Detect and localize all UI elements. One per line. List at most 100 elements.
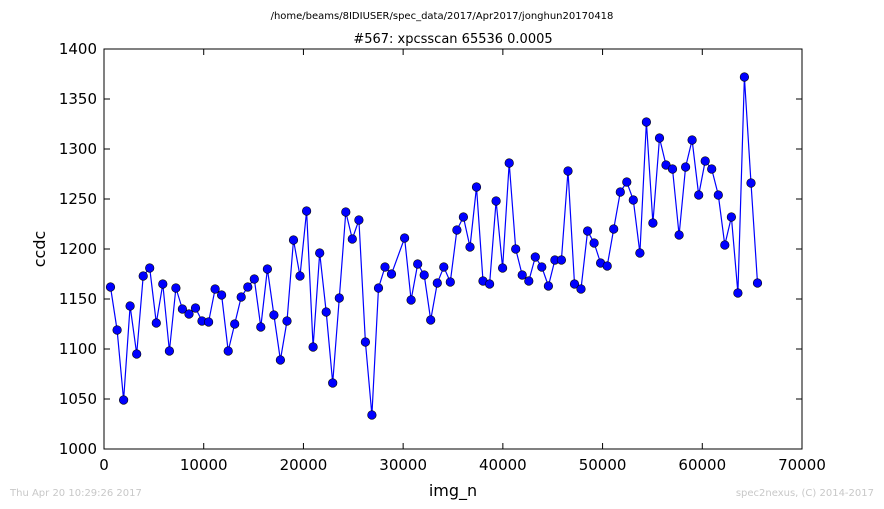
data-point xyxy=(609,224,619,234)
data-point xyxy=(308,342,318,352)
data-point xyxy=(328,378,338,388)
data-point xyxy=(288,235,299,245)
data-point xyxy=(204,317,214,327)
data-point xyxy=(360,337,371,347)
data-point xyxy=(275,355,286,365)
data-point xyxy=(517,270,527,280)
y-tick-label: 1050 xyxy=(59,390,97,408)
data-point xyxy=(262,264,273,274)
data-point xyxy=(635,248,645,258)
x-tick-label: 0 xyxy=(99,456,109,474)
x-tick-label: 20000 xyxy=(280,456,328,474)
data-point xyxy=(184,309,194,319)
data-point xyxy=(413,259,423,269)
data-point xyxy=(118,395,129,405)
data-point xyxy=(726,212,737,222)
data-point xyxy=(641,117,652,127)
data-point xyxy=(249,274,259,284)
data-point xyxy=(380,262,390,272)
data-point xyxy=(315,248,325,258)
data-point xyxy=(465,242,475,252)
data-point xyxy=(556,255,567,265)
data-point xyxy=(739,72,750,82)
data-point xyxy=(302,206,312,216)
data-point xyxy=(694,190,704,200)
data-point xyxy=(145,263,155,273)
y-tick-label: 1100 xyxy=(59,340,97,358)
axis-ticks: 0 10000 20000 30000 40000 50000 60000 70000 1000… xyxy=(59,40,826,474)
data-point xyxy=(491,196,501,206)
data-point xyxy=(386,269,397,279)
data-point xyxy=(445,277,455,287)
x-tick-label: 40000 xyxy=(479,456,527,474)
data-point xyxy=(589,238,599,248)
data-point xyxy=(367,410,377,420)
data-point xyxy=(138,271,148,281)
x-axis-label: img_n xyxy=(429,481,477,501)
data-point xyxy=(471,182,482,192)
data-point xyxy=(654,133,665,143)
y-tick-label: 1400 xyxy=(59,40,97,58)
data-point xyxy=(687,135,697,145)
data-point xyxy=(439,262,449,272)
data-point xyxy=(700,156,710,166)
y-tick-label: 1200 xyxy=(59,240,97,258)
data-point xyxy=(674,230,684,240)
data-point xyxy=(282,316,292,326)
x-tick-label: 10000 xyxy=(180,456,228,474)
data-point xyxy=(733,288,743,298)
data-point xyxy=(498,263,508,273)
data-point xyxy=(563,166,573,176)
data-point xyxy=(347,234,357,244)
data-point xyxy=(667,164,678,174)
data-point xyxy=(177,304,187,314)
data-point xyxy=(158,279,168,289)
data-point xyxy=(707,164,717,174)
y-tick-label: 1150 xyxy=(59,290,97,308)
footer-credit: spec2nexus, (C) 2014-2017 xyxy=(735,488,874,499)
data-point xyxy=(524,276,534,286)
data-point xyxy=(243,282,253,292)
data-point xyxy=(334,293,344,303)
data-point xyxy=(511,244,521,254)
y-tick-label: 1300 xyxy=(59,140,97,158)
data-point xyxy=(504,158,514,168)
data-point xyxy=(543,281,554,291)
header-path: /home/beams/8IDIUSER/spec_data/2017/Apr2… xyxy=(271,11,614,22)
data-point xyxy=(576,284,586,294)
data-point xyxy=(720,240,730,250)
data-point xyxy=(321,307,331,317)
data-point xyxy=(210,284,220,294)
y-tick-label: 1000 xyxy=(59,440,97,458)
series-line xyxy=(109,76,759,416)
y-tick-label: 1350 xyxy=(59,90,97,108)
data-point xyxy=(354,215,364,225)
data-point xyxy=(112,325,122,335)
data-point xyxy=(190,303,201,313)
data-point xyxy=(582,226,593,236)
data-point xyxy=(628,195,638,205)
data-point xyxy=(236,292,246,302)
data-point xyxy=(419,270,429,280)
data-point xyxy=(452,225,462,235)
data-point xyxy=(164,346,174,356)
series-layer xyxy=(105,72,763,420)
data-point xyxy=(485,279,495,289)
data-point xyxy=(615,187,625,197)
data-point xyxy=(341,207,351,217)
data-point xyxy=(537,262,547,272)
data-point xyxy=(373,283,384,293)
data-point xyxy=(530,252,540,262)
data-point xyxy=(125,301,135,311)
y-tick-label: 1250 xyxy=(59,190,97,208)
x-tick-label: 60000 xyxy=(678,456,726,474)
chart-title: #567: xpcsscan 65536 0.0005 xyxy=(353,32,552,47)
y-axis-label: ccdc xyxy=(30,231,49,268)
x-tick-label: 50000 xyxy=(579,456,627,474)
data-point xyxy=(648,218,658,228)
data-point xyxy=(269,310,279,320)
data-point xyxy=(569,279,580,289)
data-point xyxy=(432,278,442,288)
data-point xyxy=(746,178,756,188)
